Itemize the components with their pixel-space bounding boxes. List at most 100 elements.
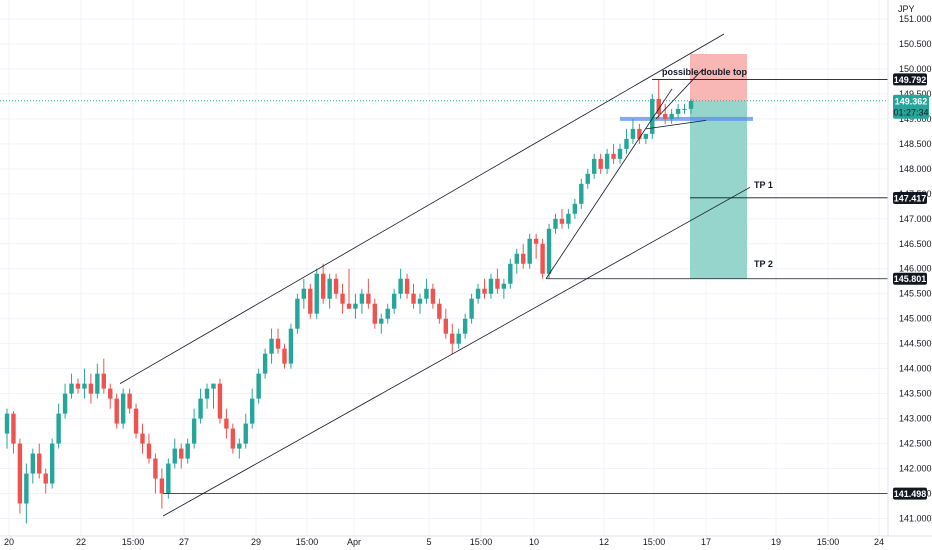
candle [579, 178, 584, 209]
time-tick: 15:00 [296, 537, 319, 547]
candle [398, 268, 403, 299]
candle [495, 268, 500, 294]
candlestick-series [4, 78, 694, 524]
candle-body [391, 293, 397, 309]
price-tick: 148.500 [899, 139, 932, 149]
candle-body [185, 443, 190, 459]
candle [69, 373, 74, 399]
candle [624, 128, 629, 154]
candle-body [24, 473, 29, 504]
time-tick: 15:00 [643, 537, 666, 547]
price-tick: 149.000 [899, 114, 932, 124]
take-profit-zone [690, 100, 747, 279]
candle [688, 98, 694, 114]
candle [269, 328, 274, 364]
candle-body [604, 153, 610, 169]
time-tick: 15:00 [817, 537, 840, 547]
candle [675, 103, 681, 119]
candle-body [108, 388, 113, 399]
candle [114, 393, 119, 429]
candle [108, 383, 113, 409]
time-tick: 27 [179, 537, 189, 547]
candle-body [308, 288, 313, 314]
candle-body [501, 283, 507, 289]
candle [314, 268, 319, 319]
candle-body [592, 158, 597, 174]
candle-body [62, 393, 68, 414]
candle [127, 388, 132, 414]
price-axis[interactable]: 151.000 150.500 150.000 149.500 149.000 148.5… [887, 0, 932, 536]
candle-body [443, 318, 448, 334]
price-tick: 147.000 [899, 214, 932, 224]
annotation-tp-2: TP 2 [754, 259, 773, 269]
candle-body [256, 373, 261, 399]
price-label-bg [893, 272, 927, 285]
candle-body [101, 373, 106, 389]
candle [430, 283, 436, 309]
candle [172, 438, 177, 469]
candle-body [69, 383, 74, 394]
candle [508, 258, 513, 289]
candle-body [624, 138, 629, 149]
price-label-text: 147.417 [894, 193, 927, 203]
candle-body [475, 288, 481, 299]
candle [198, 388, 203, 424]
candle-body [482, 288, 487, 294]
candle-body [288, 328, 294, 364]
candle [353, 293, 358, 319]
time-tick: 12 [599, 537, 609, 547]
candle-body [404, 278, 410, 294]
candle-body [598, 158, 603, 169]
candle [237, 438, 242, 459]
candle-body [417, 298, 423, 304]
price-tick: 143.500 [899, 389, 932, 399]
candle-body [579, 183, 584, 204]
candle-body [301, 288, 307, 299]
candle [482, 278, 487, 299]
candle [450, 323, 455, 354]
candle [682, 103, 687, 114]
candle [611, 143, 616, 164]
candle [501, 278, 507, 299]
candle [327, 273, 332, 309]
price-label-text: 149.792 [894, 75, 927, 85]
candle [379, 313, 384, 334]
candle-body [30, 453, 36, 474]
price-tick: 146.000 [899, 264, 932, 274]
price-label-text: 145.801 [894, 274, 927, 284]
candle [11, 411, 16, 454]
candle [533, 233, 539, 259]
candle [643, 133, 649, 144]
time-axis[interactable]: 20 22 15:00 27 29 15:00 Apr 5 15:00 10 12 15:00 17 19… [0, 535, 932, 547]
price-tick: 142.000 [899, 464, 932, 474]
candle-body [340, 293, 345, 304]
candle [262, 348, 268, 379]
candle-body [456, 333, 461, 344]
candle [488, 273, 494, 299]
candle [346, 268, 352, 309]
currency-label: JPY [898, 4, 915, 14]
time-tick: 17 [701, 537, 711, 547]
lower-channel-line [162, 186, 751, 517]
candle-body [133, 408, 139, 434]
candle [372, 298, 378, 329]
candle-body [385, 308, 390, 319]
candle [443, 308, 448, 339]
candle [662, 103, 668, 124]
candle [275, 328, 281, 354]
price-label: 147.417 [893, 191, 927, 204]
candle [211, 383, 216, 409]
candle-body [540, 243, 545, 274]
price-label: 141.498 [893, 487, 927, 500]
candle [146, 433, 152, 464]
candle-body [243, 423, 248, 444]
price-tick: 148.000 [899, 164, 932, 174]
candle-body [37, 453, 42, 474]
time-tick: 24 [874, 537, 884, 547]
candle [566, 208, 571, 229]
time-tick: 10 [529, 537, 539, 547]
candle [191, 408, 197, 449]
